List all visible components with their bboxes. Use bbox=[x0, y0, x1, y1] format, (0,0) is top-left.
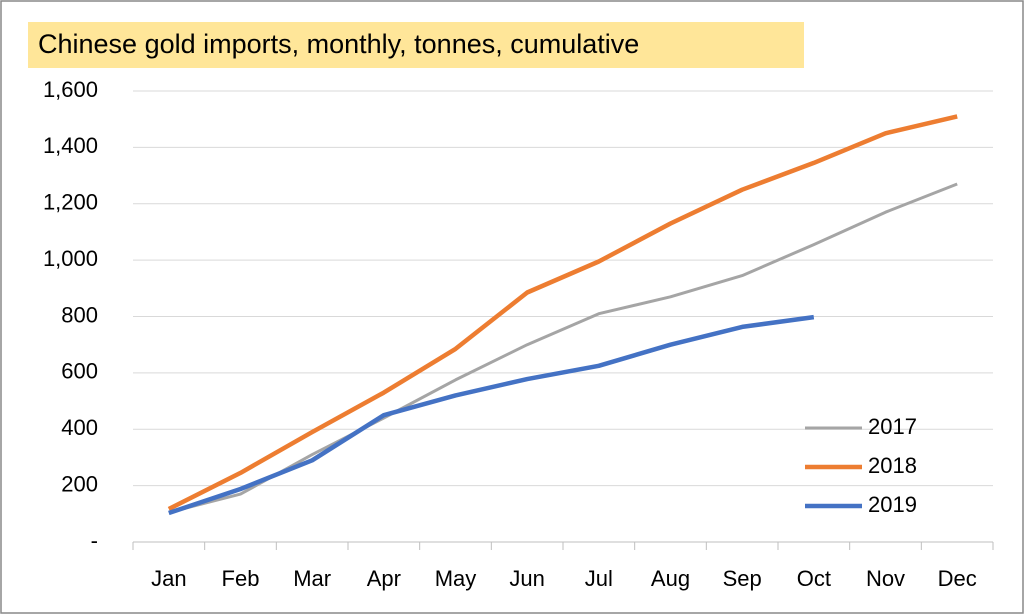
x-tick-label: Sep bbox=[723, 566, 762, 591]
legend-label: 2019 bbox=[868, 492, 917, 517]
y-tick-label: 1,600 bbox=[43, 77, 98, 102]
title-background bbox=[28, 22, 804, 68]
legend-label: 2018 bbox=[868, 453, 917, 478]
x-tick-label: Jan bbox=[151, 566, 186, 591]
x-tick-label: Mar bbox=[293, 566, 331, 591]
x-tick-label: Apr bbox=[367, 566, 401, 591]
y-tick-label: 800 bbox=[61, 302, 98, 327]
y-tick-label: 200 bbox=[61, 471, 98, 496]
line-series bbox=[168, 314, 815, 516]
y-tick-label: 1,400 bbox=[43, 133, 98, 158]
legend-label: 2017 bbox=[868, 414, 917, 439]
chart-title: Chinese gold imports, monthly, tonnes, c… bbox=[38, 29, 639, 59]
x-tick-label: Oct bbox=[797, 566, 831, 591]
y-tick-label: 1,000 bbox=[43, 246, 98, 271]
x-tick-label: Aug bbox=[651, 566, 690, 591]
x-tick-label: Feb bbox=[222, 566, 260, 591]
y-tick-label: 1,200 bbox=[43, 190, 98, 215]
x-tick-label: May bbox=[435, 566, 477, 591]
x-tick-label: Jun bbox=[509, 566, 544, 591]
x-tick-label: Dec bbox=[938, 566, 977, 591]
y-tick-label: 600 bbox=[61, 359, 98, 384]
x-tick-label: Jul bbox=[585, 566, 613, 591]
line-series bbox=[168, 182, 958, 514]
x-tick-label: Nov bbox=[866, 566, 905, 591]
y-tick-label: 400 bbox=[61, 415, 98, 440]
line-series bbox=[167, 114, 958, 512]
y-tick-label: - bbox=[91, 528, 98, 553]
